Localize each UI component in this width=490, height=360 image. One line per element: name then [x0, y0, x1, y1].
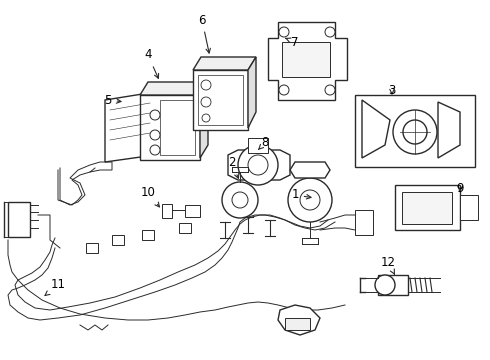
Text: 12: 12 [381, 256, 395, 274]
Polygon shape [290, 162, 330, 178]
Text: 7: 7 [286, 36, 299, 49]
Bar [193, 70, 248, 130]
Bar [140, 95, 200, 160]
Circle shape [150, 145, 160, 155]
Circle shape [201, 80, 211, 90]
Text: 9: 9 [456, 181, 464, 194]
Bar [395, 185, 460, 230]
Circle shape [300, 190, 320, 210]
Bar [285, 318, 310, 330]
Polygon shape [162, 204, 172, 218]
Circle shape [201, 97, 211, 107]
Polygon shape [278, 305, 320, 335]
Polygon shape [185, 205, 200, 217]
Bar [8, 202, 30, 237]
Text: 8: 8 [258, 136, 269, 149]
Circle shape [325, 27, 335, 37]
Circle shape [403, 120, 427, 144]
Polygon shape [248, 57, 256, 128]
Circle shape [202, 114, 210, 122]
Circle shape [279, 27, 289, 37]
Circle shape [150, 110, 160, 120]
Circle shape [222, 182, 258, 218]
Bar [282, 42, 330, 77]
Text: 3: 3 [388, 84, 396, 96]
Polygon shape [200, 82, 208, 158]
Circle shape [238, 145, 278, 185]
Bar [179, 223, 191, 233]
Polygon shape [362, 100, 390, 158]
Text: 6: 6 [198, 13, 210, 53]
Bar [460, 195, 478, 220]
Bar [378, 275, 408, 295]
Circle shape [288, 178, 332, 222]
Polygon shape [193, 57, 256, 70]
Circle shape [325, 85, 335, 95]
Polygon shape [140, 82, 208, 95]
Text: 5: 5 [104, 94, 121, 107]
Bar [355, 95, 475, 167]
Circle shape [393, 110, 437, 154]
Text: 11: 11 [45, 279, 66, 296]
Bar [112, 235, 124, 245]
Bar [86, 243, 98, 253]
Bar [402, 192, 452, 224]
Text: 10: 10 [141, 186, 159, 207]
Text: 4: 4 [144, 49, 159, 78]
Circle shape [150, 130, 160, 140]
Circle shape [248, 155, 268, 175]
Circle shape [279, 85, 289, 95]
Text: 2: 2 [228, 157, 239, 178]
Polygon shape [228, 150, 290, 180]
Bar [355, 210, 373, 235]
Circle shape [375, 275, 395, 295]
Bar [160, 100, 195, 155]
Text: 1: 1 [291, 189, 311, 202]
Bar [248, 138, 268, 153]
Polygon shape [105, 92, 155, 162]
Bar [142, 230, 154, 240]
Polygon shape [438, 102, 460, 158]
Circle shape [232, 192, 248, 208]
Bar [198, 75, 243, 125]
Polygon shape [268, 22, 347, 100]
